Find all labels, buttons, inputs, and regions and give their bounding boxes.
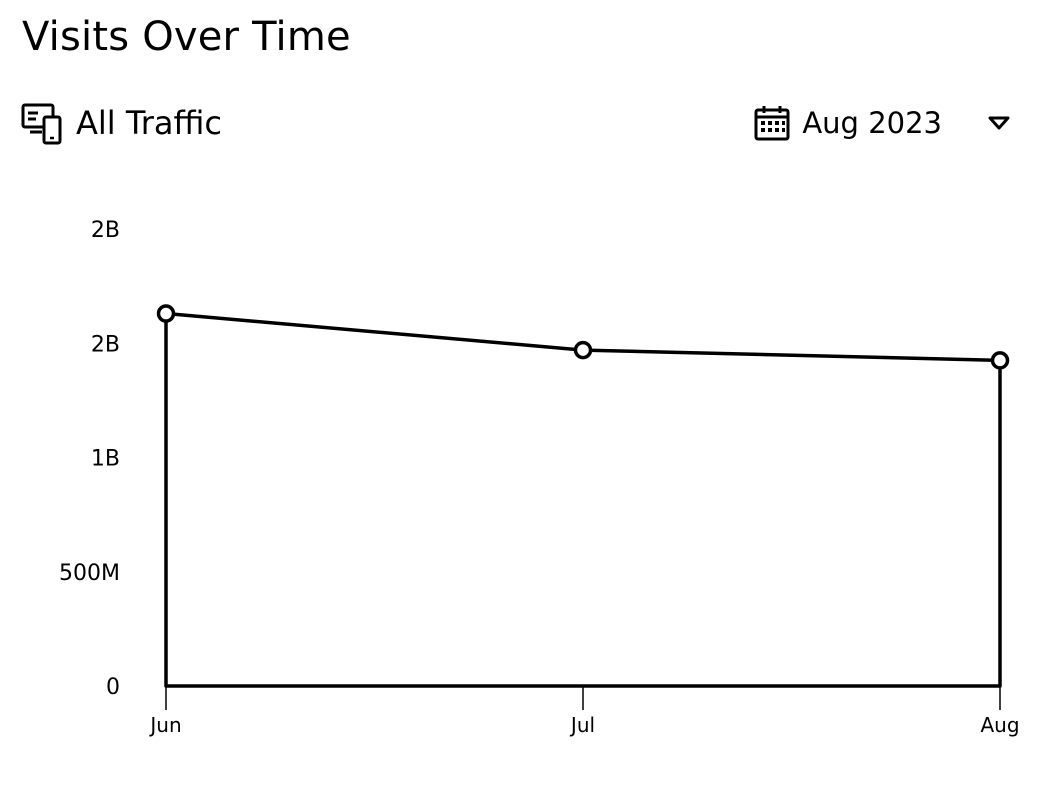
- date-selector-label: Aug 2023: [802, 106, 942, 140]
- y-tick-label: 2B: [91, 218, 120, 243]
- x-tick-label: Aug: [980, 713, 1019, 737]
- page-title: Visits Over Time: [22, 14, 351, 60]
- data-point[interactable]: [573, 340, 593, 360]
- chart-toolbar: All Traffic Aug 2023: [20, 100, 1010, 146]
- devices-icon: [20, 101, 64, 145]
- data-point[interactable]: [990, 351, 1010, 370]
- data-point[interactable]: [156, 304, 176, 323]
- y-tick-label: 2B: [91, 332, 120, 357]
- date-selector[interactable]: Aug 2023: [754, 100, 1010, 146]
- y-tick-label: 0: [106, 675, 120, 700]
- x-tick-label: Jul: [569, 713, 595, 737]
- y-tick-label: 1B: [91, 447, 120, 472]
- caret-down-icon[interactable]: [988, 116, 1010, 130]
- traffic-filter[interactable]: All Traffic: [20, 100, 222, 146]
- x-tick-label: Jun: [148, 713, 181, 737]
- y-tick-label: 500M: [59, 561, 120, 586]
- series-area: [164, 311, 1002, 688]
- calendar-icon: [754, 104, 790, 142]
- traffic-filter-label: All Traffic: [76, 104, 222, 142]
